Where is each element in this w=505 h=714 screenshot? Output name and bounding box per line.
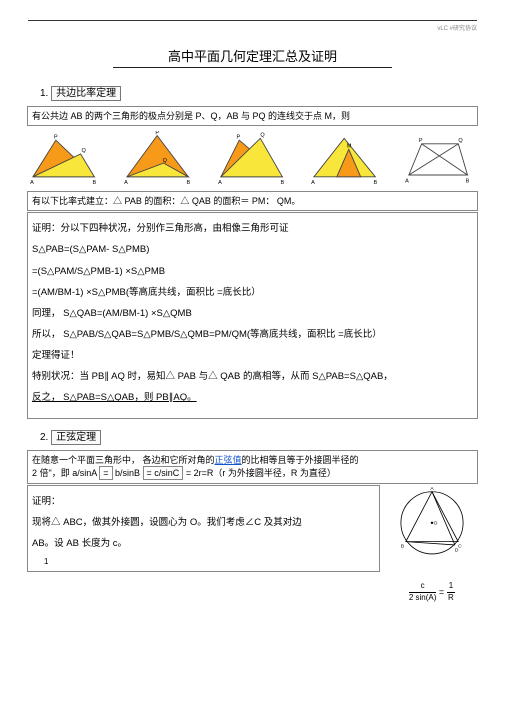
svg-text:Q: Q	[162, 158, 167, 164]
section-2-num: 2.	[40, 432, 48, 443]
sine-b: 的比相等且等于外接圆半径的	[242, 455, 359, 465]
proof1-l3: =(AM/BM-1) ×S△PMB(等高底共线，面积比 =底长比）	[32, 285, 473, 301]
proof-1-box: 证明：分以下四种状况，分别作三角形高，由相像三角形可证 S△PAB=(S△PAM…	[28, 213, 477, 417]
svg-text:C: C	[458, 543, 462, 549]
proof1-l2: =(S△PAM/S△PMB-1) ×S△PMB	[32, 264, 473, 280]
svg-text:Q: Q	[82, 148, 87, 154]
proof1-l7: 特别状况：当 PB∥ AQ 时，易知△ PAB 与△ QAB 的高相等，从而 S…	[32, 369, 473, 385]
svg-text:D: D	[455, 547, 459, 553]
section-1-label: 共边比率定理	[51, 86, 121, 101]
section-1-heading: 1. 共边比率定理	[40, 84, 477, 99]
svg-text:A: A	[430, 486, 434, 492]
svg-text:A: A	[30, 180, 34, 186]
proof2-l0: 证明：	[32, 494, 375, 510]
proof1-l4: 同理， S△QAB=(AM/BM-1) ×S△QMB	[32, 306, 473, 322]
svg-text:B: B	[466, 178, 470, 184]
proof2-l1: 现将△ ABC，做其外接圆，设圆心为 O。我们考虑∠C 及其对边	[32, 515, 375, 531]
triangle-fig-4: A B M	[309, 131, 383, 186]
svg-text:A: A	[218, 180, 222, 186]
sine-theorem-box: 在随意一个平面三角形中， 各边和它所对角的正弦值的比相等且等于外接圆半径的 2 …	[28, 451, 477, 483]
svg-text:B: B	[280, 180, 284, 186]
section-1-num: 1.	[40, 88, 48, 99]
svg-text:Q: Q	[458, 138, 463, 144]
ratio-line: 有以下比率式建立：△ PAB 的面积：△ QAB 的面积＝ PM： QM。	[28, 192, 477, 210]
sine-d: b/sinB	[115, 468, 140, 478]
svg-text:Q: Q	[260, 133, 265, 139]
svg-text:P: P	[155, 131, 159, 137]
triangle-fig-2: A B P Q	[122, 131, 196, 186]
proof2-l2: AB。设 AB 长度为 c。	[32, 536, 375, 552]
svg-text:O: O	[434, 520, 438, 526]
proof1-l0: 证明：分以下四种状况，分别作三角形高，由相像三角形可证	[32, 221, 473, 237]
page-num: 1	[44, 557, 375, 568]
svg-text:B: B	[374, 180, 378, 186]
svg-text:A: A	[124, 180, 128, 186]
triangle-fig-1: A B P Q	[28, 131, 102, 186]
svg-text:M: M	[347, 144, 352, 150]
proof1-l5: 所以， S△PAB/S△QAB=S△PMB/S△QMB=PM/QM(等高底共线，…	[32, 327, 473, 343]
sine-a: 在随意一个平面三角形中， 各边和它所对角的	[32, 455, 215, 465]
section-2-label: 正弦定理	[51, 430, 101, 445]
sine-link: 正弦值	[215, 455, 242, 465]
header-small: vLC #研究协议	[28, 23, 477, 32]
triangle-fig-3: A B P Q	[216, 131, 290, 186]
circle-diagram: A B CD O c2 sin(A) = 1R	[387, 486, 477, 604]
svg-text:A: A	[405, 178, 409, 184]
svg-text:A: A	[311, 180, 315, 186]
theorem-1-statement: 有公共边 AB 的两个三角形的极点分别是 P、Q，AB 与 PQ 的连线交于点 …	[28, 107, 477, 125]
svg-text:P: P	[419, 138, 423, 144]
svg-text:B: B	[93, 180, 97, 186]
svg-text:P: P	[54, 134, 58, 140]
svg-text:P: P	[236, 134, 240, 140]
proof1-l1: S△PAB=(S△PAM- S△PMB)	[32, 242, 473, 258]
proof1-l6: 定理得证！	[32, 348, 473, 364]
triangle-fig-5: A B P Q	[403, 131, 477, 186]
svg-text:B: B	[401, 543, 404, 549]
proof-2-area: 证明： 现将△ ABC，做其外接圆，设圆心为 O。我们考虑∠C 及其对边 AB。…	[28, 486, 477, 604]
fraction-eq: c2 sin(A) = 1R	[387, 581, 477, 604]
sine-c: 2 倍"，即 a/sinA	[32, 468, 97, 478]
svg-text:B: B	[186, 180, 190, 186]
figure-row: A B P Q A B P Q A B P Q A B M A B P Q	[28, 131, 477, 186]
sine-f: = 2r=R（r 为外接圆半径，R 为直径）	[186, 468, 336, 478]
doc-title: 高中平面几何定理汇总及证明	[113, 46, 391, 68]
section-2-heading: 2. 正弦定理	[40, 428, 477, 443]
proof1-l8: 反之， S△PAB=S△QAB，则 PB∥AQ。	[32, 390, 473, 406]
sine-e: = c/sinC	[143, 466, 184, 480]
eq-sep-1: =	[99, 466, 112, 480]
